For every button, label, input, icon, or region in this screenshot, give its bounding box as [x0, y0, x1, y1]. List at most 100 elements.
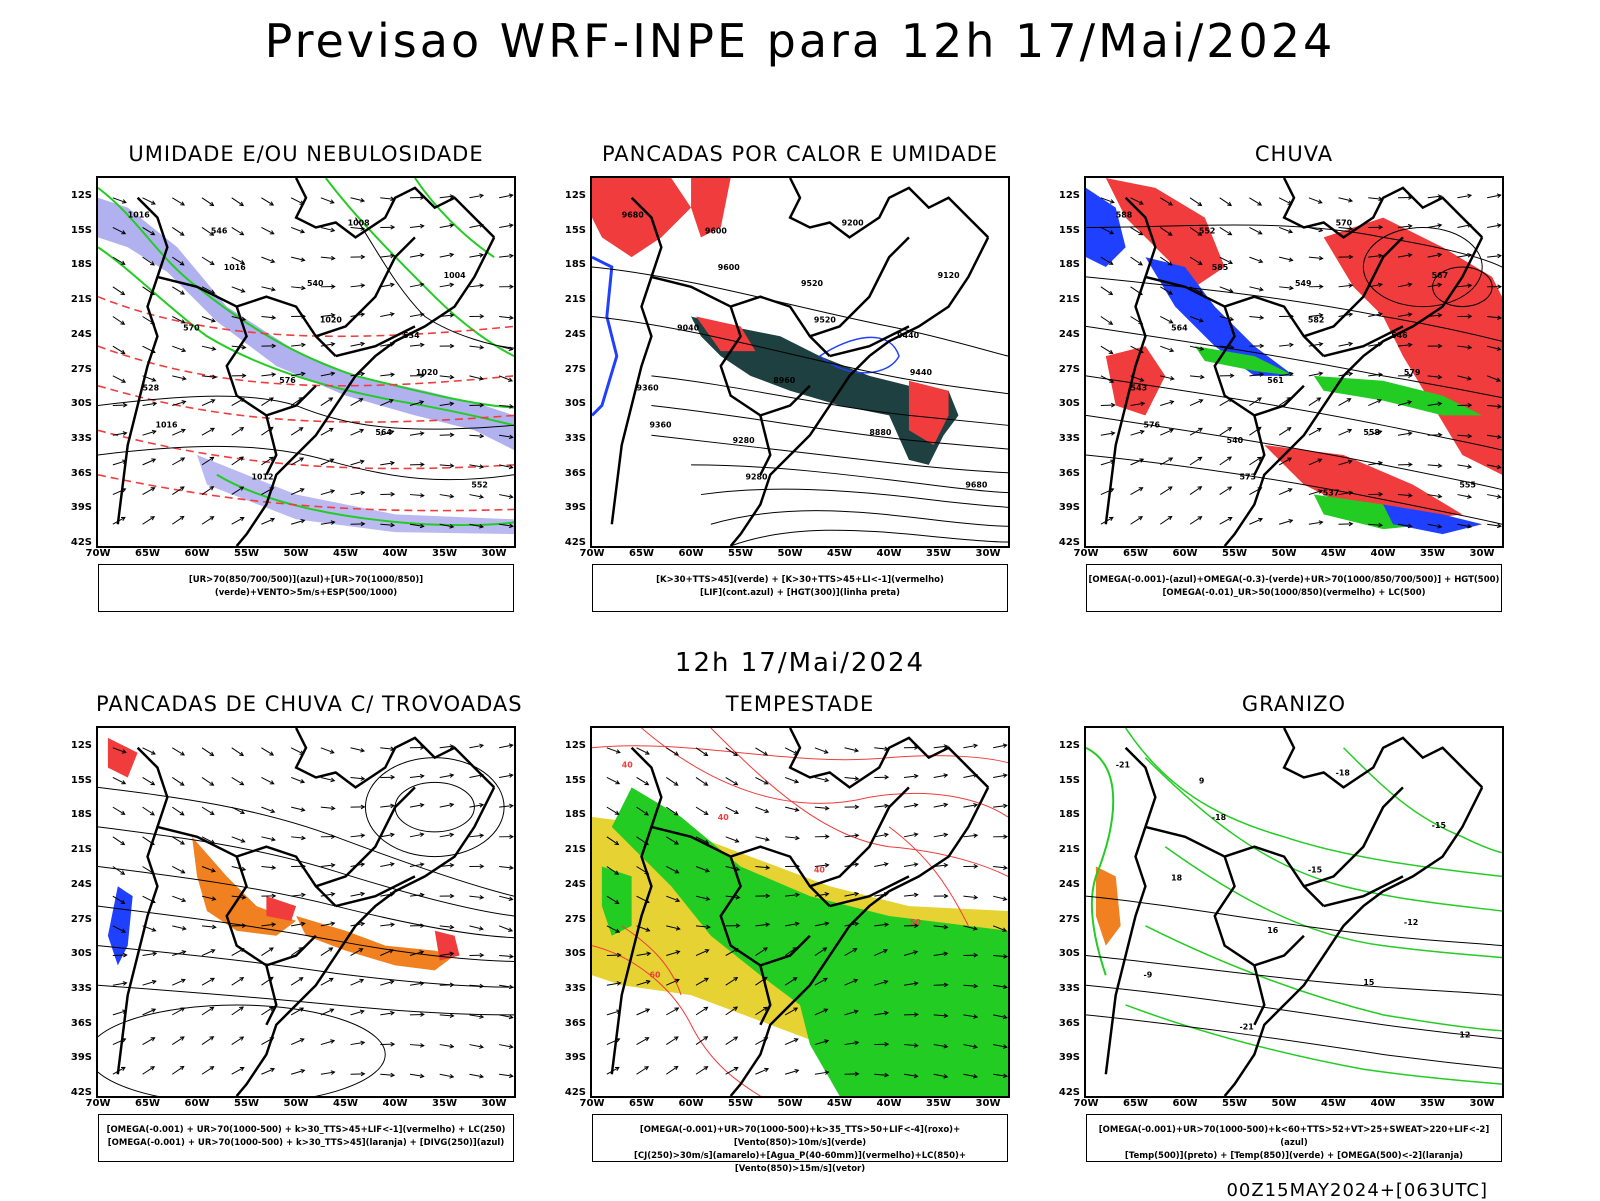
contour-label: 9200	[842, 218, 865, 227]
coastline-border	[266, 965, 276, 1024]
lat-tick-label: 27S	[1059, 914, 1080, 925]
lon-tick-label: 55W	[234, 548, 259, 559]
lon-tick-label: 40W	[877, 1098, 902, 1109]
lat-tick-label: 24S	[565, 879, 586, 890]
wind-arrow	[261, 198, 273, 205]
lat-tick-label: 27S	[1059, 364, 1080, 375]
contour-label: 8960	[773, 376, 796, 385]
wind-arrow	[232, 428, 244, 436]
wind-arrow	[696, 1067, 708, 1075]
map-pancadas-trovoadas	[96, 726, 516, 1098]
lon-tick-label: 65W	[1123, 548, 1148, 559]
coastline-border	[790, 178, 988, 237]
wind-arrow	[143, 777, 155, 784]
lon-tick-label: 70W	[580, 548, 605, 559]
contour-label: 570	[183, 323, 200, 332]
lat-tick-label: 24S	[1059, 329, 1080, 340]
lat-tick-label: 18S	[1059, 259, 1080, 270]
wind-arrow	[696, 807, 708, 814]
legend-line: [OMEGA(-0.001) + UR>70(1000-500) + k>30_…	[99, 1137, 513, 1150]
lat-tick-label: 33S	[1059, 433, 1080, 444]
lat-tick-label: 24S	[1059, 879, 1080, 890]
lat-tick-label: 12S	[565, 190, 586, 201]
wind-arrow	[172, 1037, 184, 1045]
lon-tick-label: 70W	[86, 548, 111, 559]
lon-tick-label: 40W	[1371, 548, 1396, 559]
wind-arrow	[232, 978, 244, 986]
legend-box: [K>30+TTS>45](verde) + [K>30+TTS>45+LI<-…	[592, 564, 1008, 612]
lat-tick-label: 18S	[1059, 809, 1080, 820]
lon-tick-label: 60W	[185, 548, 210, 559]
panel-title: PANCADAS POR CALOR E UMIDADE	[590, 142, 1010, 166]
panel-title: TEMPESTADE	[590, 692, 1010, 716]
lat-tick-label: 21S	[565, 844, 586, 855]
lat-tick-label: 12S	[71, 190, 92, 201]
lon-tick-label: 70W	[86, 1098, 111, 1109]
lon-tick-label: 55W	[728, 548, 753, 559]
wind-arrow	[202, 198, 213, 206]
wind-arrow	[696, 777, 707, 785]
contour-label: 528	[143, 384, 160, 393]
lon-tick-label: 70W	[580, 1098, 605, 1109]
lon-tick-label: 35W	[926, 548, 951, 559]
wind-arrow	[113, 287, 124, 295]
lat-tick-label: 36S	[71, 468, 92, 479]
contour-label: -21	[1116, 761, 1130, 770]
contour-label: 1008	[348, 218, 371, 227]
contour-label: -21	[1240, 1023, 1254, 1032]
contour-label: 1016	[128, 211, 151, 220]
lat-tick-label: 18S	[565, 809, 586, 820]
contour-label: 9360	[637, 384, 660, 393]
wind-arrow	[172, 227, 183, 235]
lat-tick-label: 36S	[565, 1018, 586, 1029]
legend-box: [OMEGA(-0.001)+UR>70(1000-500)+k>35_TTS>…	[592, 1114, 1008, 1162]
panel-title: CHUVA	[1084, 142, 1504, 166]
wind-arrow	[666, 748, 678, 755]
lon-tick-label: 40W	[1371, 1098, 1396, 1109]
contour-label: 1016	[155, 420, 178, 429]
lon-tick-label: 60W	[185, 1098, 210, 1109]
lat-tick-label: 12S	[565, 740, 586, 751]
contour-label: 9360	[649, 420, 672, 429]
lon-tick-label: 70W	[1074, 1098, 1099, 1109]
contour-label: 9680	[965, 481, 988, 490]
contour-label: 1020	[416, 368, 439, 377]
contour-label: 40	[622, 761, 634, 770]
lon-tick-label: 30W	[482, 548, 507, 559]
lat-tick-label: 27S	[565, 914, 586, 925]
contour-label: -12	[1404, 918, 1418, 927]
main-title: Previsao WRF-INPE para 12h 17/Mai/2024	[0, 14, 1600, 68]
lon-tick-label: 40W	[383, 548, 408, 559]
contour-label: 570	[1336, 218, 1353, 227]
wind-arrow	[1190, 457, 1202, 465]
contour-label: 558	[1363, 428, 1380, 437]
lon-tick-label: 30W	[482, 1098, 507, 1109]
lat-tick-label: 30S	[71, 398, 92, 409]
legend-line: [OMEGA(-0.001)+UR>70(1000-500)+k<60+TTS>…	[1087, 1124, 1501, 1150]
lon-tick-label: 45W	[1321, 1098, 1346, 1109]
lon-tick-label: 45W	[827, 1098, 852, 1109]
map-canvas: 5885855825795765735705675645615585555525…	[1086, 178, 1502, 546]
contour-label: 564	[375, 428, 392, 437]
contour-label: 8880	[869, 428, 892, 437]
lon-tick-label: 55W	[1222, 1098, 1247, 1109]
lat-tick-label: 36S	[1059, 1018, 1080, 1029]
lat-tick-label: 42S	[1059, 1087, 1080, 1098]
lon-tick-label: 35W	[432, 548, 457, 559]
lat-tick-label: 39S	[71, 1052, 92, 1063]
lat-tick-label: 27S	[71, 914, 92, 925]
lat-tick-label: 39S	[565, 502, 586, 513]
wind-arrow	[726, 1037, 738, 1045]
wind-arrow	[291, 978, 303, 986]
wind-arrow	[666, 777, 677, 785]
wind-arrow	[1160, 516, 1171, 524]
lat-tick-label: 21S	[1059, 844, 1080, 855]
